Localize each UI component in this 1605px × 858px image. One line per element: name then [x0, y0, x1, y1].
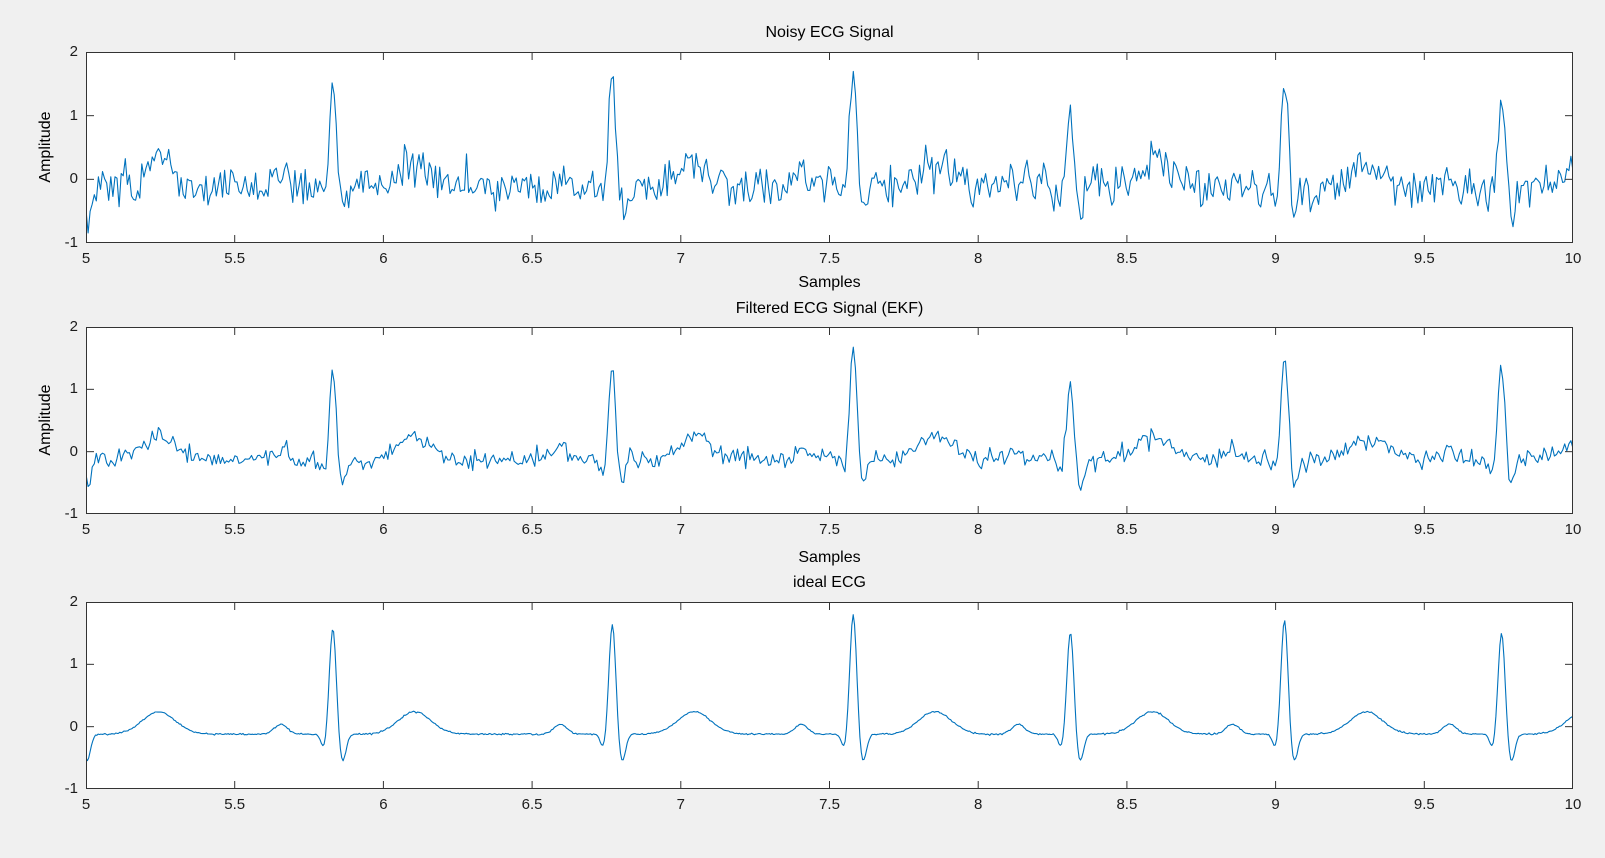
x-tick-label: 6.5: [521, 796, 543, 813]
x-tick-label: 6: [379, 250, 388, 267]
x-tick-label: 6: [379, 521, 388, 538]
y-tick-label: 0: [69, 170, 78, 188]
x-axis-label: Samples: [798, 549, 861, 566]
plot-title: Noisy ECG Signal: [765, 24, 894, 41]
x-tick-label: 8.5: [1116, 250, 1138, 267]
x-tick-label: 7: [676, 250, 685, 267]
y-tick-label: -1: [64, 234, 78, 251]
x-tick-label: 7: [676, 796, 685, 813]
y-tick-label: 1: [69, 106, 78, 124]
x-tick-label: 6.5: [521, 521, 543, 538]
x-tick-label: 5: [81, 250, 91, 267]
plot-area-noisy-ecg: [86, 52, 1573, 243]
x-tick-label: 9: [1271, 521, 1280, 538]
y-tick-label: 1: [69, 380, 78, 398]
x-tick-label: 8: [974, 250, 983, 267]
y-tick-label: 2: [69, 318, 78, 335]
x-tick-label: 7.5: [819, 250, 840, 267]
y-tick-label: 2: [69, 593, 78, 610]
x-tick-label: 8: [974, 521, 983, 538]
plot-area-ideal-ecg: [86, 602, 1573, 789]
x-tick-label: 8: [974, 796, 983, 813]
y-tick-label: 1: [69, 655, 78, 673]
x-tick-label: 7.5: [819, 796, 840, 813]
x-tick-label: 9: [1271, 796, 1280, 813]
x-tick-label: 7.5: [819, 521, 840, 538]
x-tick-label: 8.5: [1116, 796, 1138, 813]
y-tick-label: -1: [64, 505, 78, 522]
x-tick-label: 5.5: [224, 521, 246, 538]
y-tick-label: 0: [69, 442, 78, 460]
plot-title: ideal ECG: [793, 574, 866, 591]
x-tick-label: 5.5: [224, 250, 246, 267]
x-axis-label: Samples: [798, 274, 861, 291]
plot-area-filtered-ecg: [86, 327, 1573, 514]
x-tick-label: 9.5: [1413, 521, 1435, 538]
y-tick-label: 0: [69, 717, 78, 735]
x-tick-label: 7: [676, 521, 685, 538]
x-tick-label: 9.5: [1413, 250, 1435, 267]
x-tick-label: 10: [1564, 250, 1582, 267]
y-tick-label: -1: [64, 780, 78, 797]
x-tick-label: 10: [1564, 521, 1582, 538]
x-tick-label: 5: [81, 521, 91, 538]
x-tick-label: 9.5: [1413, 796, 1435, 813]
x-tick-label: 8.5: [1116, 521, 1138, 538]
y-tick-label: 2: [69, 43, 78, 60]
x-tick-label: 5.5: [224, 796, 246, 813]
x-tick-label: 6: [379, 796, 388, 813]
x-tick-label: 6.5: [521, 250, 543, 267]
x-tick-label: 10: [1564, 796, 1582, 813]
x-tick-label: 9: [1271, 250, 1280, 267]
x-tick-label: 5: [81, 796, 91, 813]
plot-title: Filtered ECG Signal (EKF): [735, 300, 924, 317]
